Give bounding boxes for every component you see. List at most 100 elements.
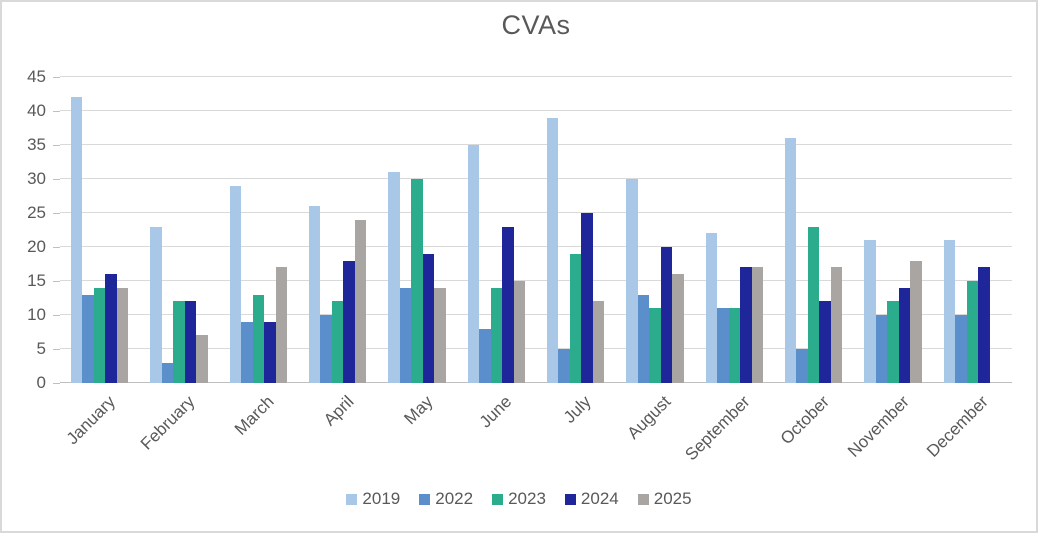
bar-2025-october (830, 267, 843, 383)
y-axis-tick (53, 77, 60, 78)
bar-2022-november (875, 315, 888, 383)
x-axis-label: August (623, 392, 675, 443)
bar-2023-july (569, 253, 582, 383)
legend-label: 2024 (580, 489, 619, 508)
bar-2023-january (93, 287, 106, 383)
bar-2022-august (637, 294, 650, 383)
bar-2023-may (411, 179, 423, 383)
legend-item-2024: 2024 (564, 489, 619, 509)
gridline (60, 246, 1012, 247)
x-axis-label: September (681, 392, 754, 465)
y-axis-label: 10 (27, 305, 46, 324)
bar-2024-january (105, 274, 117, 383)
legend-swatch-icon (346, 493, 358, 505)
bar-2019-june (467, 145, 480, 383)
bar-2023-june (490, 287, 503, 383)
bar-2022-march (241, 321, 253, 383)
y-axis-label: 30 (27, 169, 46, 188)
bar-group-august (615, 77, 694, 383)
bar-group-march (219, 77, 298, 383)
bar-group-april (298, 77, 377, 383)
bar-2019-november (864, 240, 876, 383)
legend-label: 2023 (508, 489, 546, 508)
bar-2023-april (331, 301, 344, 383)
bar-2019-september (705, 233, 718, 383)
y-axis-label: 25 (27, 203, 46, 222)
bar-2019-august (626, 179, 638, 383)
bar-2024-december (978, 267, 990, 383)
bar-group-october (774, 77, 853, 383)
plot-area (60, 76, 1012, 383)
bar-2022-april (320, 315, 332, 383)
y-axis-tick (53, 281, 60, 282)
bar-2019-february (150, 226, 162, 383)
legend-label: 2019 (362, 489, 401, 508)
bar-2023-march (252, 294, 265, 383)
legend-label: 2025 (653, 489, 692, 508)
bar-2025-february (196, 335, 208, 383)
y-axis-tick (53, 145, 60, 146)
x-axis-label: July (560, 392, 596, 427)
bar-2025-june (513, 281, 526, 383)
bar-group-december (933, 77, 1012, 383)
bar-2023-december (966, 281, 979, 383)
bar-2024-july (581, 213, 593, 383)
bar-2022-december (955, 315, 967, 383)
bar-2024-october (819, 301, 831, 383)
y-axis-label: 40 (27, 101, 46, 120)
bar-2024-september (740, 267, 752, 383)
y-axis-label: 45 (27, 67, 46, 86)
y-axis-tick (53, 349, 60, 350)
bar-2022-september (717, 308, 729, 383)
bar-2022-may (399, 287, 412, 383)
y-axis-tick (53, 111, 60, 112)
gridline (60, 212, 1012, 213)
bar-2023-october (807, 226, 820, 383)
x-axis-label: January (62, 392, 120, 449)
gridline (60, 110, 1012, 111)
legend-item-2025: 2025 (637, 489, 692, 509)
x-axis-label: October (776, 392, 834, 449)
bar-group-february (139, 77, 218, 383)
chart-title: CVAs (501, 10, 571, 40)
bar-2022-july (558, 349, 570, 383)
bar-2019-december (943, 240, 956, 383)
bar-2019-july (546, 117, 559, 383)
gridline (60, 144, 1012, 145)
bar-2024-june (502, 226, 514, 383)
bar-2019-october (784, 138, 797, 383)
legend-swatch-icon (564, 493, 576, 505)
bar-2019-may (388, 172, 400, 383)
gridline (60, 348, 1012, 349)
x-axis-label: February (136, 392, 199, 454)
x-axis-label: May (400, 392, 437, 429)
bar-2025-september (751, 267, 764, 383)
bar-group-june (457, 77, 536, 383)
bar-2022-october (796, 349, 808, 383)
bar-group-may (377, 77, 456, 383)
x-axis-label: June (476, 392, 516, 432)
y-axis-tick (53, 213, 60, 214)
y-axis-label: 20 (27, 237, 46, 256)
legend-item-2019: 2019 (346, 489, 400, 509)
bar-2023-august (649, 308, 661, 383)
legend-swatch-icon (637, 493, 649, 505)
bar-2022-january (82, 294, 94, 383)
y-axis-label: 0 (36, 373, 46, 392)
x-axis-label: March (230, 392, 278, 439)
x-axis-label: April (319, 392, 358, 430)
y-axis-tick (53, 247, 60, 248)
bar-2024-february (184, 301, 197, 383)
bar-2019-march (229, 185, 242, 383)
legend-swatch-icon (492, 493, 504, 505)
x-axis-label: November (843, 392, 913, 461)
bar-2024-march (264, 321, 276, 383)
y-axis-tick (53, 383, 60, 384)
bar-2023-february (173, 301, 185, 383)
bar-2024-august (660, 247, 673, 383)
bar-2022-june (479, 328, 491, 383)
bar-2023-november (887, 301, 899, 383)
y-axis-label: 15 (27, 271, 46, 290)
legend-item-2022: 2022 (419, 489, 473, 509)
bar-2025-may (434, 287, 446, 383)
